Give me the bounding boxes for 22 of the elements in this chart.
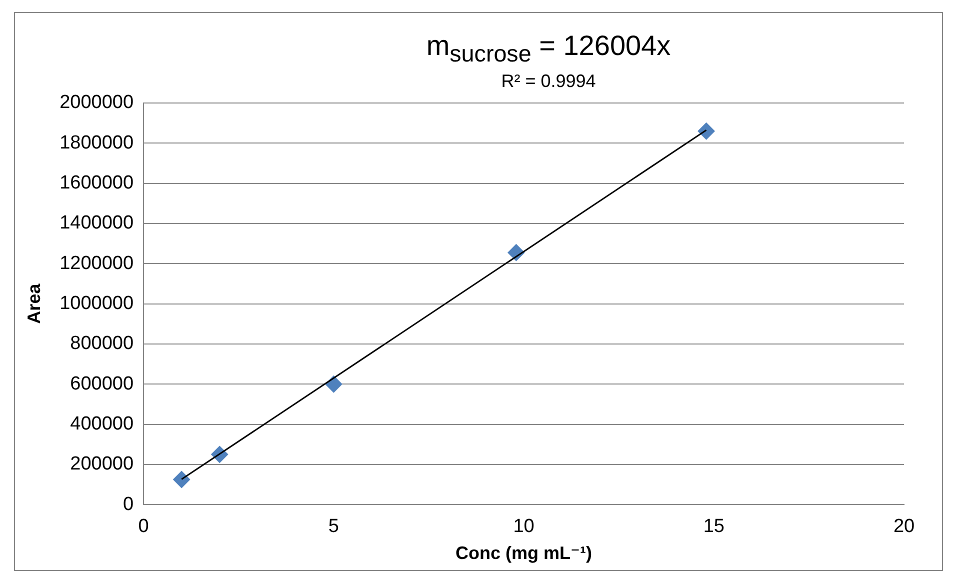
y-tick-label: 1800000 (60, 132, 134, 154)
x-tick-label: 0 (138, 516, 149, 538)
y-tick-label: 0 (122, 494, 134, 515)
y-axis-title: Area (24, 282, 44, 324)
y-tick-label: 200000 (70, 454, 134, 475)
y-tick-label: 1600000 (60, 172, 134, 194)
y-tick-label: 1200000 (60, 252, 134, 274)
y-tick-label: 2000000 (60, 92, 134, 114)
y-tick-label: 400000 (70, 414, 134, 435)
x-axis-title: Conc (mg mL⁻¹) (456, 543, 592, 564)
x-tick-label: 10 (513, 516, 534, 538)
y-tick-label: 600000 (70, 373, 134, 394)
point (173, 471, 190, 488)
x-tick-label: 5 (328, 516, 339, 538)
x-tick-label: 15 (703, 516, 724, 538)
y-tick-label: 800000 (70, 333, 134, 354)
x-tick-label: 20 (893, 516, 915, 538)
point (698, 122, 715, 140)
y-tick-label: 1400000 (60, 212, 134, 234)
chart-title: m$_{sucrose}$ = 126004x (425, 30, 672, 69)
y-tick-label: 1000000 (60, 293, 134, 314)
chart-subtitle: R² = 0.9994 (500, 70, 597, 92)
